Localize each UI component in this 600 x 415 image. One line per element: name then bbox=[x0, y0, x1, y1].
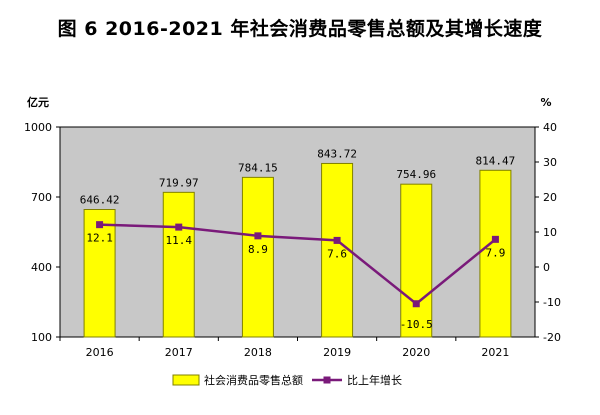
right-axis-unit: % bbox=[540, 96, 551, 109]
right-tick-label: -10 bbox=[543, 296, 561, 309]
bar-value-label: 719.97 bbox=[159, 176, 199, 189]
chart-title: 图 6 2016-2021 年社会消费品零售总额及其增长速度 bbox=[57, 18, 543, 40]
right-tick-label: 10 bbox=[543, 226, 557, 239]
bar-value-label: 814.47 bbox=[476, 154, 516, 167]
bar-value-label: 754.96 bbox=[396, 168, 436, 181]
growth-point bbox=[254, 232, 262, 240]
bar bbox=[162, 191, 195, 338]
legend-bar-label: 社会消费品零售总额 bbox=[204, 373, 303, 387]
x-tick-label: 2016 bbox=[86, 346, 114, 359]
growth-value-label: 11.4 bbox=[166, 234, 193, 247]
right-tick-label: 20 bbox=[543, 191, 557, 204]
growth-point bbox=[491, 235, 499, 243]
left-axis-unit: 亿元 bbox=[27, 95, 49, 109]
left-tick-label: 1000 bbox=[24, 121, 52, 134]
growth-value-label: 12.1 bbox=[86, 232, 113, 245]
left-tick-label: 700 bbox=[31, 191, 52, 204]
growth-point bbox=[96, 221, 104, 229]
legend-bar-swatch bbox=[172, 374, 200, 386]
growth-point bbox=[412, 300, 420, 308]
growth-value-label: 7.9 bbox=[485, 246, 505, 259]
growth-value-label: 7.6 bbox=[327, 247, 347, 260]
right-tick-label: 30 bbox=[543, 156, 557, 169]
x-tick-label: 2020 bbox=[402, 346, 430, 359]
bar bbox=[479, 169, 512, 338]
growth-value-label: -10.5 bbox=[400, 318, 433, 331]
legend-line-label: 比上年增长 bbox=[347, 373, 402, 387]
bar-value-label: 784.15 bbox=[238, 161, 278, 174]
x-tick-label: 2017 bbox=[165, 346, 193, 359]
x-tick-label: 2021 bbox=[481, 346, 509, 359]
left-tick-label: 400 bbox=[31, 261, 52, 274]
growth-point bbox=[333, 236, 341, 244]
x-tick-label: 2019 bbox=[323, 346, 351, 359]
x-tick-label: 2018 bbox=[244, 346, 272, 359]
growth-line bbox=[99, 223, 497, 306]
growth-value-label: 8.9 bbox=[248, 243, 268, 256]
bar-value-label: 646.42 bbox=[80, 194, 120, 207]
plot-area bbox=[59, 126, 536, 338]
left-tick-label: 100 bbox=[31, 331, 52, 344]
bar bbox=[241, 176, 274, 338]
legend-line-marker bbox=[323, 376, 331, 384]
right-tick-label: 0 bbox=[543, 261, 550, 274]
right-tick-label: 40 bbox=[543, 121, 557, 134]
right-tick-label: -20 bbox=[543, 331, 561, 344]
bar bbox=[83, 209, 116, 338]
bar bbox=[400, 183, 433, 338]
bar-value-label: 843.72 bbox=[317, 147, 357, 160]
growth-point bbox=[175, 223, 183, 231]
